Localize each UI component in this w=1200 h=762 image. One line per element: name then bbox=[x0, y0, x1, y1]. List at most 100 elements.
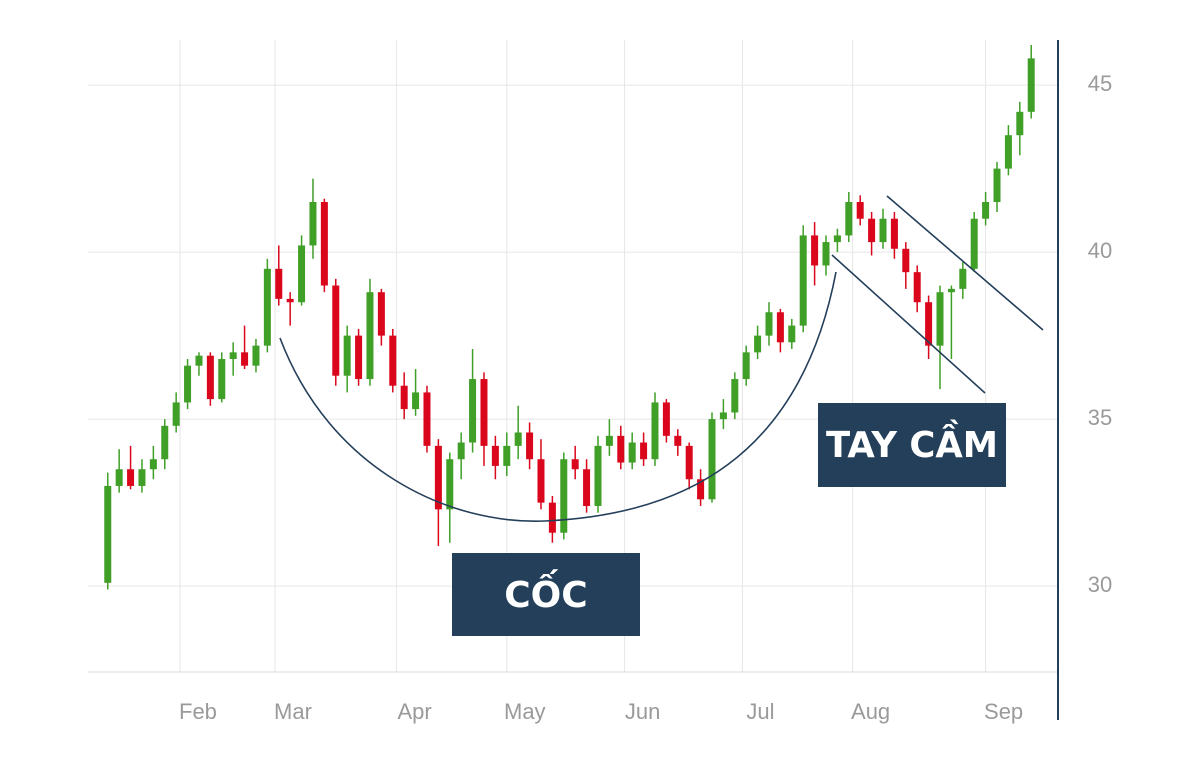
candle-body bbox=[685, 445, 693, 480]
candle-body bbox=[252, 345, 260, 366]
candle-body bbox=[560, 459, 568, 533]
candle-body bbox=[594, 445, 602, 506]
candle-body bbox=[651, 402, 659, 460]
candle-body bbox=[434, 445, 442, 510]
candle-body bbox=[206, 355, 214, 400]
x-tick-label: May bbox=[504, 699, 546, 724]
candles bbox=[104, 45, 1035, 590]
annotation: CỐC bbox=[504, 569, 587, 616]
y-tick-label: 35 bbox=[1088, 405, 1112, 430]
candle-body bbox=[605, 435, 613, 446]
candle-body bbox=[457, 442, 465, 460]
candle-body bbox=[970, 218, 978, 269]
candle-body bbox=[115, 469, 123, 486]
candle-body bbox=[833, 235, 841, 243]
candle-body bbox=[662, 402, 670, 436]
candle-body bbox=[218, 359, 226, 400]
candle-body bbox=[719, 412, 727, 420]
annotation-box bbox=[818, 403, 1006, 487]
candle-body bbox=[309, 202, 317, 246]
candle-body bbox=[241, 352, 249, 366]
candle-body bbox=[161, 425, 169, 460]
candle-body bbox=[947, 288, 955, 293]
candle-body bbox=[343, 335, 351, 376]
candle-body bbox=[366, 292, 374, 380]
candle-body bbox=[480, 379, 488, 446]
handle-line bbox=[831, 254, 986, 394]
x-tick-label: Aug bbox=[851, 699, 890, 724]
candle-body bbox=[195, 355, 203, 366]
candle-body bbox=[423, 392, 431, 446]
candle-body bbox=[503, 445, 511, 466]
candle-body bbox=[526, 432, 534, 460]
candle-body bbox=[697, 479, 705, 500]
candle-body bbox=[936, 292, 944, 346]
candle-body bbox=[708, 419, 716, 500]
candle-body bbox=[332, 285, 340, 376]
candle-body bbox=[149, 459, 157, 470]
candle-body bbox=[993, 168, 1001, 203]
candle-body bbox=[104, 485, 112, 583]
candle-body bbox=[320, 202, 328, 286]
candle-body bbox=[172, 402, 180, 426]
candle-body bbox=[184, 365, 192, 403]
candle-body bbox=[138, 469, 146, 486]
candle-body bbox=[389, 335, 397, 386]
candle-body bbox=[263, 268, 271, 346]
handle-line bbox=[886, 195, 1044, 331]
annotation-box bbox=[452, 553, 640, 636]
candle-body bbox=[925, 302, 933, 346]
candle-body bbox=[890, 218, 898, 249]
candle-body bbox=[548, 502, 556, 533]
candle-body bbox=[640, 442, 648, 460]
candle-body bbox=[959, 268, 967, 289]
candle-body bbox=[731, 379, 739, 413]
candle-body bbox=[491, 445, 499, 466]
x-tick-label: Sep bbox=[984, 699, 1023, 724]
candle-body bbox=[298, 245, 306, 303]
candle-body bbox=[776, 312, 784, 343]
candle-body bbox=[868, 218, 876, 243]
candle-body bbox=[127, 469, 135, 486]
candle-body bbox=[628, 442, 636, 463]
y-tick-label: 40 bbox=[1088, 238, 1112, 263]
cup-arc bbox=[279, 271, 837, 522]
candle-body bbox=[537, 459, 545, 503]
annotation: TAY CẦM bbox=[826, 419, 998, 466]
candle-body bbox=[229, 352, 237, 360]
candle-body bbox=[571, 459, 579, 470]
candle-body bbox=[446, 459, 454, 510]
candle-body bbox=[469, 379, 477, 443]
candle-body bbox=[742, 352, 750, 380]
candle-body bbox=[913, 272, 921, 303]
candle-body bbox=[1016, 111, 1024, 136]
candle-body bbox=[822, 242, 830, 266]
candle-body bbox=[514, 432, 522, 446]
candle-body bbox=[754, 335, 762, 353]
candle-body bbox=[1004, 135, 1012, 169]
candle-body bbox=[982, 202, 990, 219]
y-tick-label: 30 bbox=[1088, 572, 1112, 597]
candle-body bbox=[286, 298, 294, 303]
x-tick-label: Feb bbox=[179, 699, 217, 724]
candle-body bbox=[788, 325, 796, 343]
candle-body bbox=[275, 268, 283, 299]
candle-body bbox=[799, 235, 807, 326]
x-tick-label: Jun bbox=[625, 699, 660, 724]
candle-body bbox=[400, 385, 408, 410]
candle-body bbox=[583, 469, 591, 506]
candle-body bbox=[811, 235, 819, 266]
x-tick-label: Mar bbox=[274, 699, 312, 724]
x-tick-label: Jul bbox=[746, 699, 774, 724]
candle-body bbox=[856, 202, 864, 219]
x-tick-label: Apr bbox=[397, 699, 431, 724]
candle-body bbox=[377, 292, 385, 336]
grid bbox=[88, 40, 1058, 672]
candle-body bbox=[355, 335, 363, 380]
candle-body bbox=[1027, 58, 1035, 112]
candle-body bbox=[617, 435, 625, 463]
y-tick-label: 45 bbox=[1088, 71, 1112, 96]
candle-body bbox=[902, 248, 910, 273]
candle-body bbox=[845, 202, 853, 236]
